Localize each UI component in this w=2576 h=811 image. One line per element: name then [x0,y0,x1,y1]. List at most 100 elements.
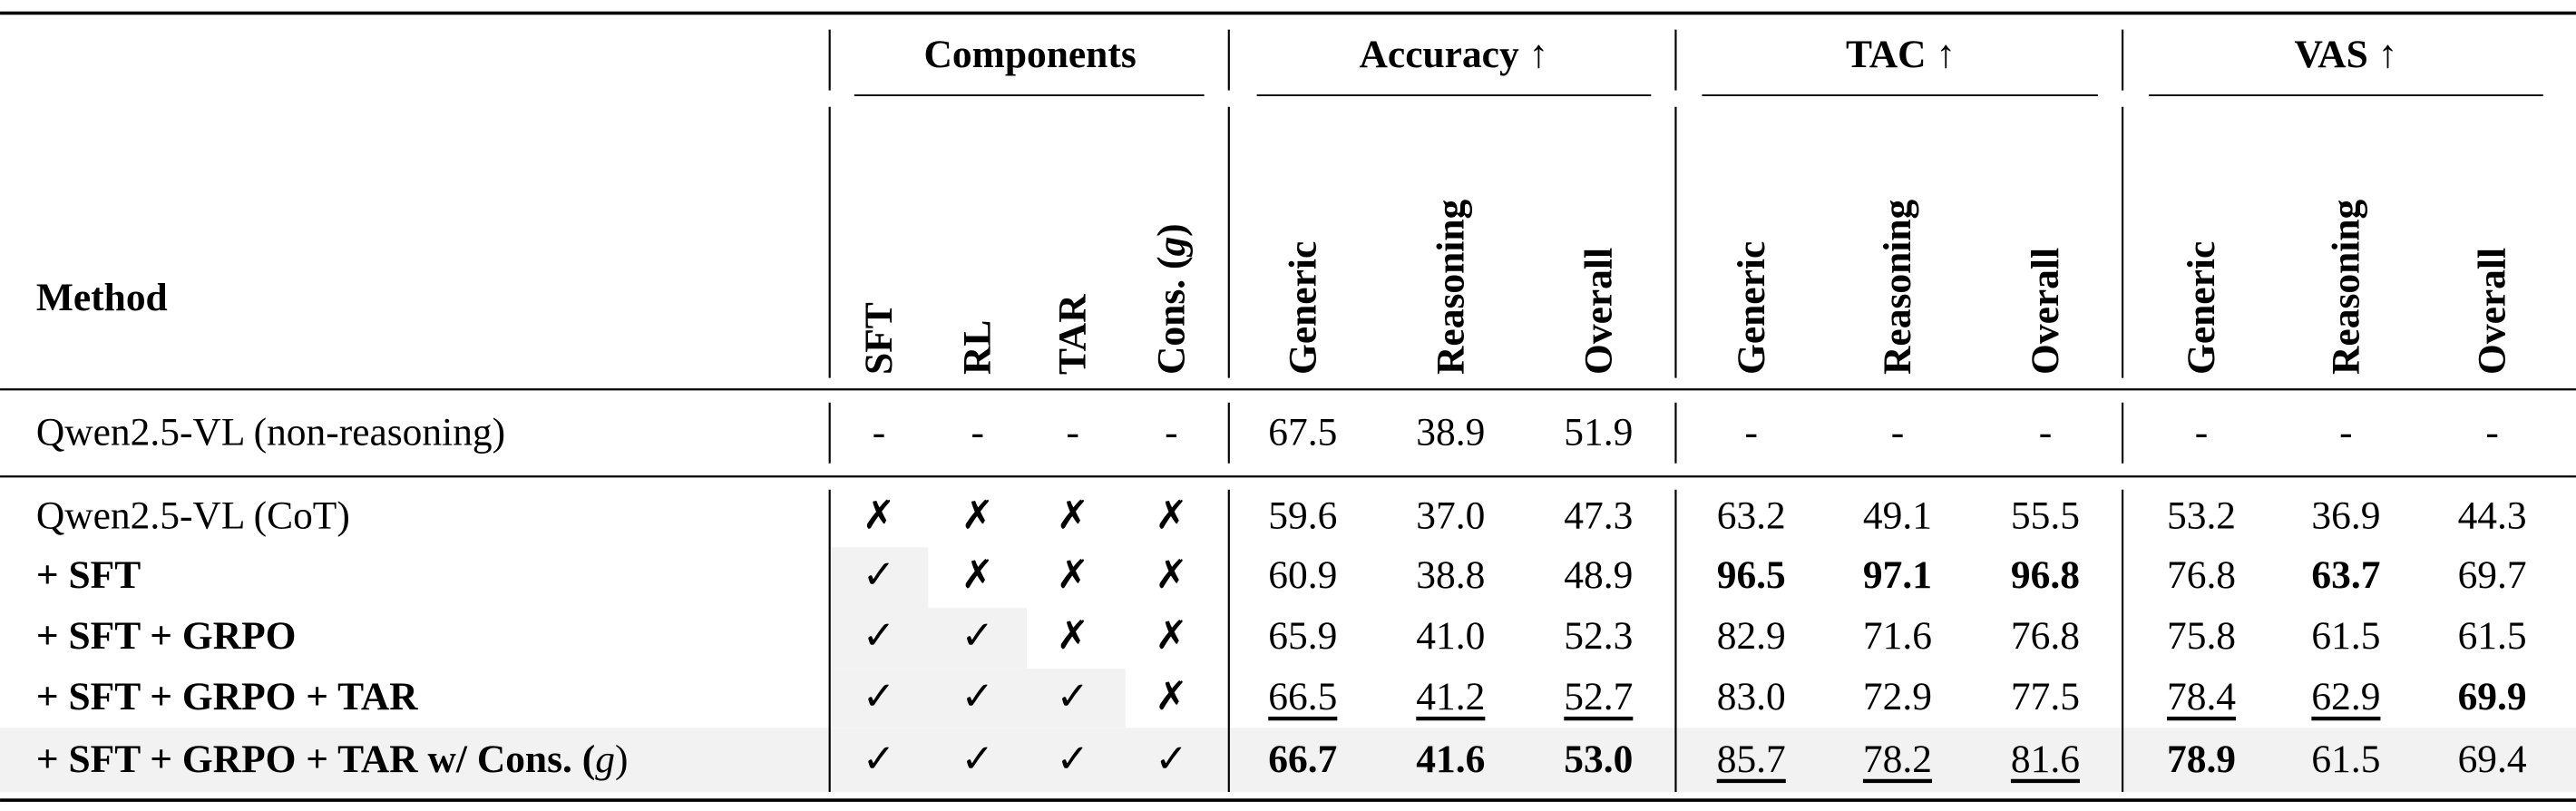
value-cell: 38.9 [1416,410,1485,454]
rules [0,11,2576,802]
value-cell: - [2339,410,2352,454]
value-cell: 85.7 [1717,738,1786,781]
value-cell: 78.9 [2167,738,2236,781]
component-cell: ✗ [961,494,993,538]
component-cell: ✗ [1057,553,1089,597]
method-cell: + SFT + GRPO + TAR w/ Cons. (g) [36,738,629,781]
component-header: Cons. (g) [1149,223,1193,375]
shading [0,547,2576,792]
value-cell: - [1745,410,1758,454]
cell-shade [831,669,1126,728]
component-cell: ✓ [863,553,895,597]
component-cell: ✗ [1155,553,1187,597]
component-cell: ✓ [961,738,993,781]
text-segment: g [1149,237,1193,258]
metric-header: Reasoning [2324,200,2367,375]
value-cell: 67.5 [1268,410,1337,454]
value-cell: 78.2 [1863,738,1932,781]
metric-header: Reasoning [1429,200,1472,375]
metric-header: Reasoning [1876,200,1919,375]
text-segment: ) [1149,223,1193,236]
component-cell: ✓ [1057,738,1089,781]
component-header: SFT [857,302,901,375]
value-cell: 69.4 [2458,738,2527,781]
component-cell: - [971,410,983,454]
component-cell: ✓ [961,614,993,658]
value-cell: 76.8 [2167,553,2236,597]
component-cell: ✗ [1155,494,1187,538]
text-segment: g [595,738,615,781]
value-cell: 81.6 [2011,738,2080,781]
method-cell: Qwen2.5-VL (CoT) [36,494,350,538]
value-cell: 60.9 [1268,553,1337,597]
value-cell: 53.0 [1564,738,1633,781]
component-cell: ✗ [1155,614,1187,658]
method-cell: + SFT + GRPO + TAR [36,675,418,718]
value-cell: 52.3 [1564,614,1633,658]
value-cell: 37.0 [1416,494,1485,538]
component-cell: ✗ [1057,494,1089,538]
value-cell: 96.5 [1717,553,1786,597]
cell-shade [831,608,1028,669]
value-cell: 61.5 [2458,614,2527,658]
row-shade [0,728,2576,792]
group-header: TAC ↑ [1846,33,1956,76]
value-cell: 96.8 [2011,553,2080,597]
metric-header: Generic [1730,241,1773,375]
value-cell: 66.5 [1268,675,1337,718]
method-cell: + SFT [36,553,141,597]
value-cell: 72.9 [1863,675,1932,718]
group-header: Components [924,33,1137,76]
value-cell: 62.9 [2311,675,2380,718]
value-cell: - [2039,410,2052,454]
value-cell: 65.9 [1268,614,1337,658]
metric-header: Overall [2471,248,2514,375]
value-cell: - [1891,410,1904,454]
component-cell: ✗ [863,494,895,538]
value-cell: 69.9 [2458,675,2527,718]
value-cell: 49.1 [1863,494,1932,538]
method-header: Method [36,276,168,319]
value-cell: 53.2 [2167,494,2236,538]
text-segment: Cons. ( [1149,257,1193,375]
component-header: TAR [1051,294,1095,375]
value-cell: 71.6 [1863,614,1932,658]
cell-shade [831,547,929,609]
value-cell: 47.3 [1564,494,1633,538]
component-cell: ✗ [1155,675,1187,718]
value-cell: - [2485,410,2498,454]
component-cell: - [1165,410,1177,454]
method-cell: + SFT + GRPO [36,614,297,658]
column-separators [828,29,2124,792]
component-cell: ✗ [961,553,993,597]
value-cell: 97.1 [1863,553,1932,597]
component-cell: ✓ [1057,675,1089,718]
metric-header: Generic [2180,241,2223,375]
text-segment: ) [615,738,628,781]
metric-header: Generic [1281,241,1324,375]
value-cell: 41.2 [1416,675,1485,718]
value-cell: 41.6 [1416,738,1485,781]
value-cell: 82.9 [1717,614,1786,658]
value-cell: 78.4 [2167,675,2236,718]
value-cell: 77.5 [2011,675,2080,718]
component-cell: ✓ [961,675,993,718]
value-cell: 41.0 [1416,614,1485,658]
value-cell: 76.8 [2011,614,2080,658]
value-cell: 75.8 [2167,614,2236,658]
component-cell: ✓ [863,738,895,781]
value-cell: 52.7 [1564,675,1633,718]
value-cell: - [2195,410,2208,454]
value-cell: 61.5 [2311,614,2380,658]
value-cell: 59.6 [1268,494,1337,538]
group-header: VAS ↑ [2294,33,2397,76]
value-cell: 55.5 [2011,494,2080,538]
component-cell: - [1066,410,1078,454]
value-cell: 63.2 [1717,494,1786,538]
value-cell: 51.9 [1564,410,1633,454]
group-header: Accuracy ↑ [1360,33,1549,76]
component-cell: ✗ [1057,614,1089,658]
metric-header: Overall [1576,248,1620,375]
